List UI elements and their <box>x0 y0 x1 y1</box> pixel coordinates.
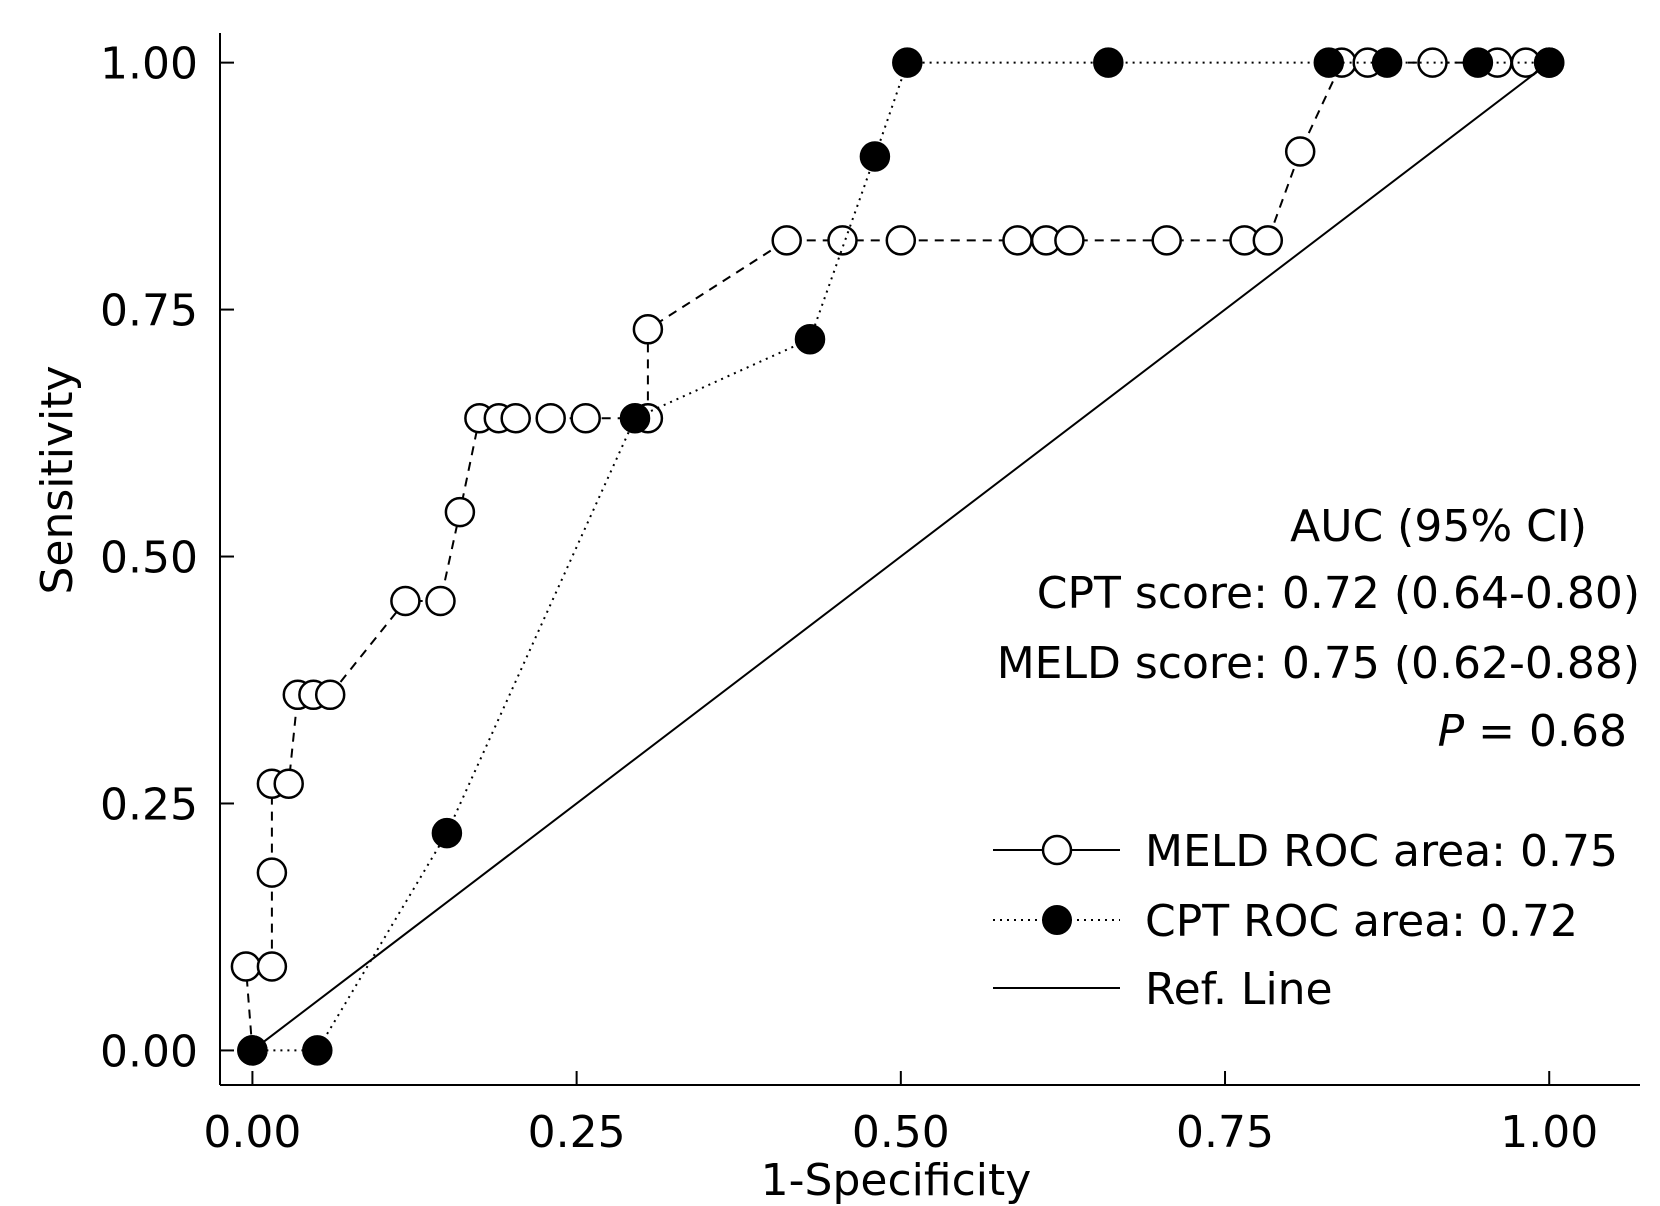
cpt-point <box>1313 47 1345 78</box>
legend-cpt-label: CPT ROC area: 0.72 <box>1145 896 1578 947</box>
stats-heading: AUC (95% CI) <box>1290 501 1587 552</box>
meld-point <box>632 314 664 345</box>
legend-item-cpt: CPT ROC area: 0.72 <box>993 896 1578 947</box>
stats-meld: MELD score: 0.75 (0.62-0.88) <box>997 638 1640 689</box>
legend-item-ref: Ref. Line <box>993 964 1333 1015</box>
y-tick-label: 0.00 <box>100 1026 198 1077</box>
cpt-series-layer <box>237 47 1565 1066</box>
meld-point <box>1284 136 1316 167</box>
y-tick-label: 1.00 <box>100 39 198 90</box>
y-tick-label: 0.75 <box>100 286 198 337</box>
cpt-point <box>1533 47 1565 78</box>
legend-cpt-marker <box>1042 905 1072 935</box>
meld-point <box>1417 47 1448 78</box>
meld-point <box>1002 225 1033 256</box>
meld-point <box>444 496 476 528</box>
reference-line-layer <box>251 61 1550 1052</box>
cpt-point <box>859 141 891 172</box>
meld-point <box>230 951 262 982</box>
meld-point <box>273 768 304 799</box>
meld-point <box>390 585 421 617</box>
x-axis-title: 1-Specificity <box>761 1155 1032 1206</box>
legend-meld-marker <box>1041 834 1073 866</box>
cpt-point <box>1462 47 1494 78</box>
legend-item-meld: MELD ROC area: 0.75 <box>993 826 1618 877</box>
meld-point <box>1054 225 1085 256</box>
meld-point <box>256 951 288 982</box>
stats-p-value: P = 0.68 <box>1438 706 1627 757</box>
cpt-point <box>794 323 826 355</box>
cpt-point <box>619 402 651 434</box>
meld-point <box>771 225 802 256</box>
y-tick-label: 0.25 <box>100 779 198 830</box>
x-tick-label: 0.00 <box>203 1107 301 1158</box>
cpt-point <box>1093 47 1124 78</box>
y-axis-title: Sensitivity <box>32 365 83 594</box>
meld-point <box>256 857 288 888</box>
x-tick-label: 0.75 <box>1176 1107 1274 1158</box>
legend-ref-label: Ref. Line <box>1145 964 1333 1015</box>
y-tick-label: 0.50 <box>100 533 198 584</box>
series-line-ref <box>251 61 1550 1052</box>
cpt-point <box>1371 47 1403 78</box>
series-line-meld <box>244 61 1550 1051</box>
meld-point <box>314 679 346 711</box>
axes: 0.00 0.25 0.50 0.75 1.00 0.00 0.25 0.50 0.75 1.00 <box>100 33 1640 1158</box>
meld-point <box>1252 225 1284 256</box>
p-rest: = 0.68 <box>1464 706 1627 757</box>
meld-point <box>885 225 917 256</box>
x-tick-label: 1.00 <box>1500 1107 1598 1158</box>
p-symbol: P <box>1438 706 1465 757</box>
x-tick-label: 0.25 <box>528 1107 626 1158</box>
cpt-point <box>302 1035 333 1066</box>
meld-point <box>535 402 566 434</box>
cpt-point <box>892 47 923 78</box>
stats-cpt: CPT score: 0.72 (0.64-0.80) <box>1037 568 1640 619</box>
cpt-point <box>431 817 463 849</box>
meld-point <box>827 225 858 256</box>
stats-box: AUC (95% CI) CPT score: 0.72 (0.64-0.80)… <box>997 501 1640 757</box>
legend: MELD ROC area: 0.75 CPT ROC area: 0.72 R… <box>993 826 1618 1015</box>
meld-point <box>500 402 531 434</box>
legend-meld-label: MELD ROC area: 0.75 <box>1145 826 1618 877</box>
cpt-point <box>237 1035 268 1066</box>
meld-point <box>1151 225 1182 256</box>
x-tick-label: 0.50 <box>852 1107 950 1158</box>
meld-point <box>570 402 601 434</box>
meld-point <box>425 585 456 617</box>
